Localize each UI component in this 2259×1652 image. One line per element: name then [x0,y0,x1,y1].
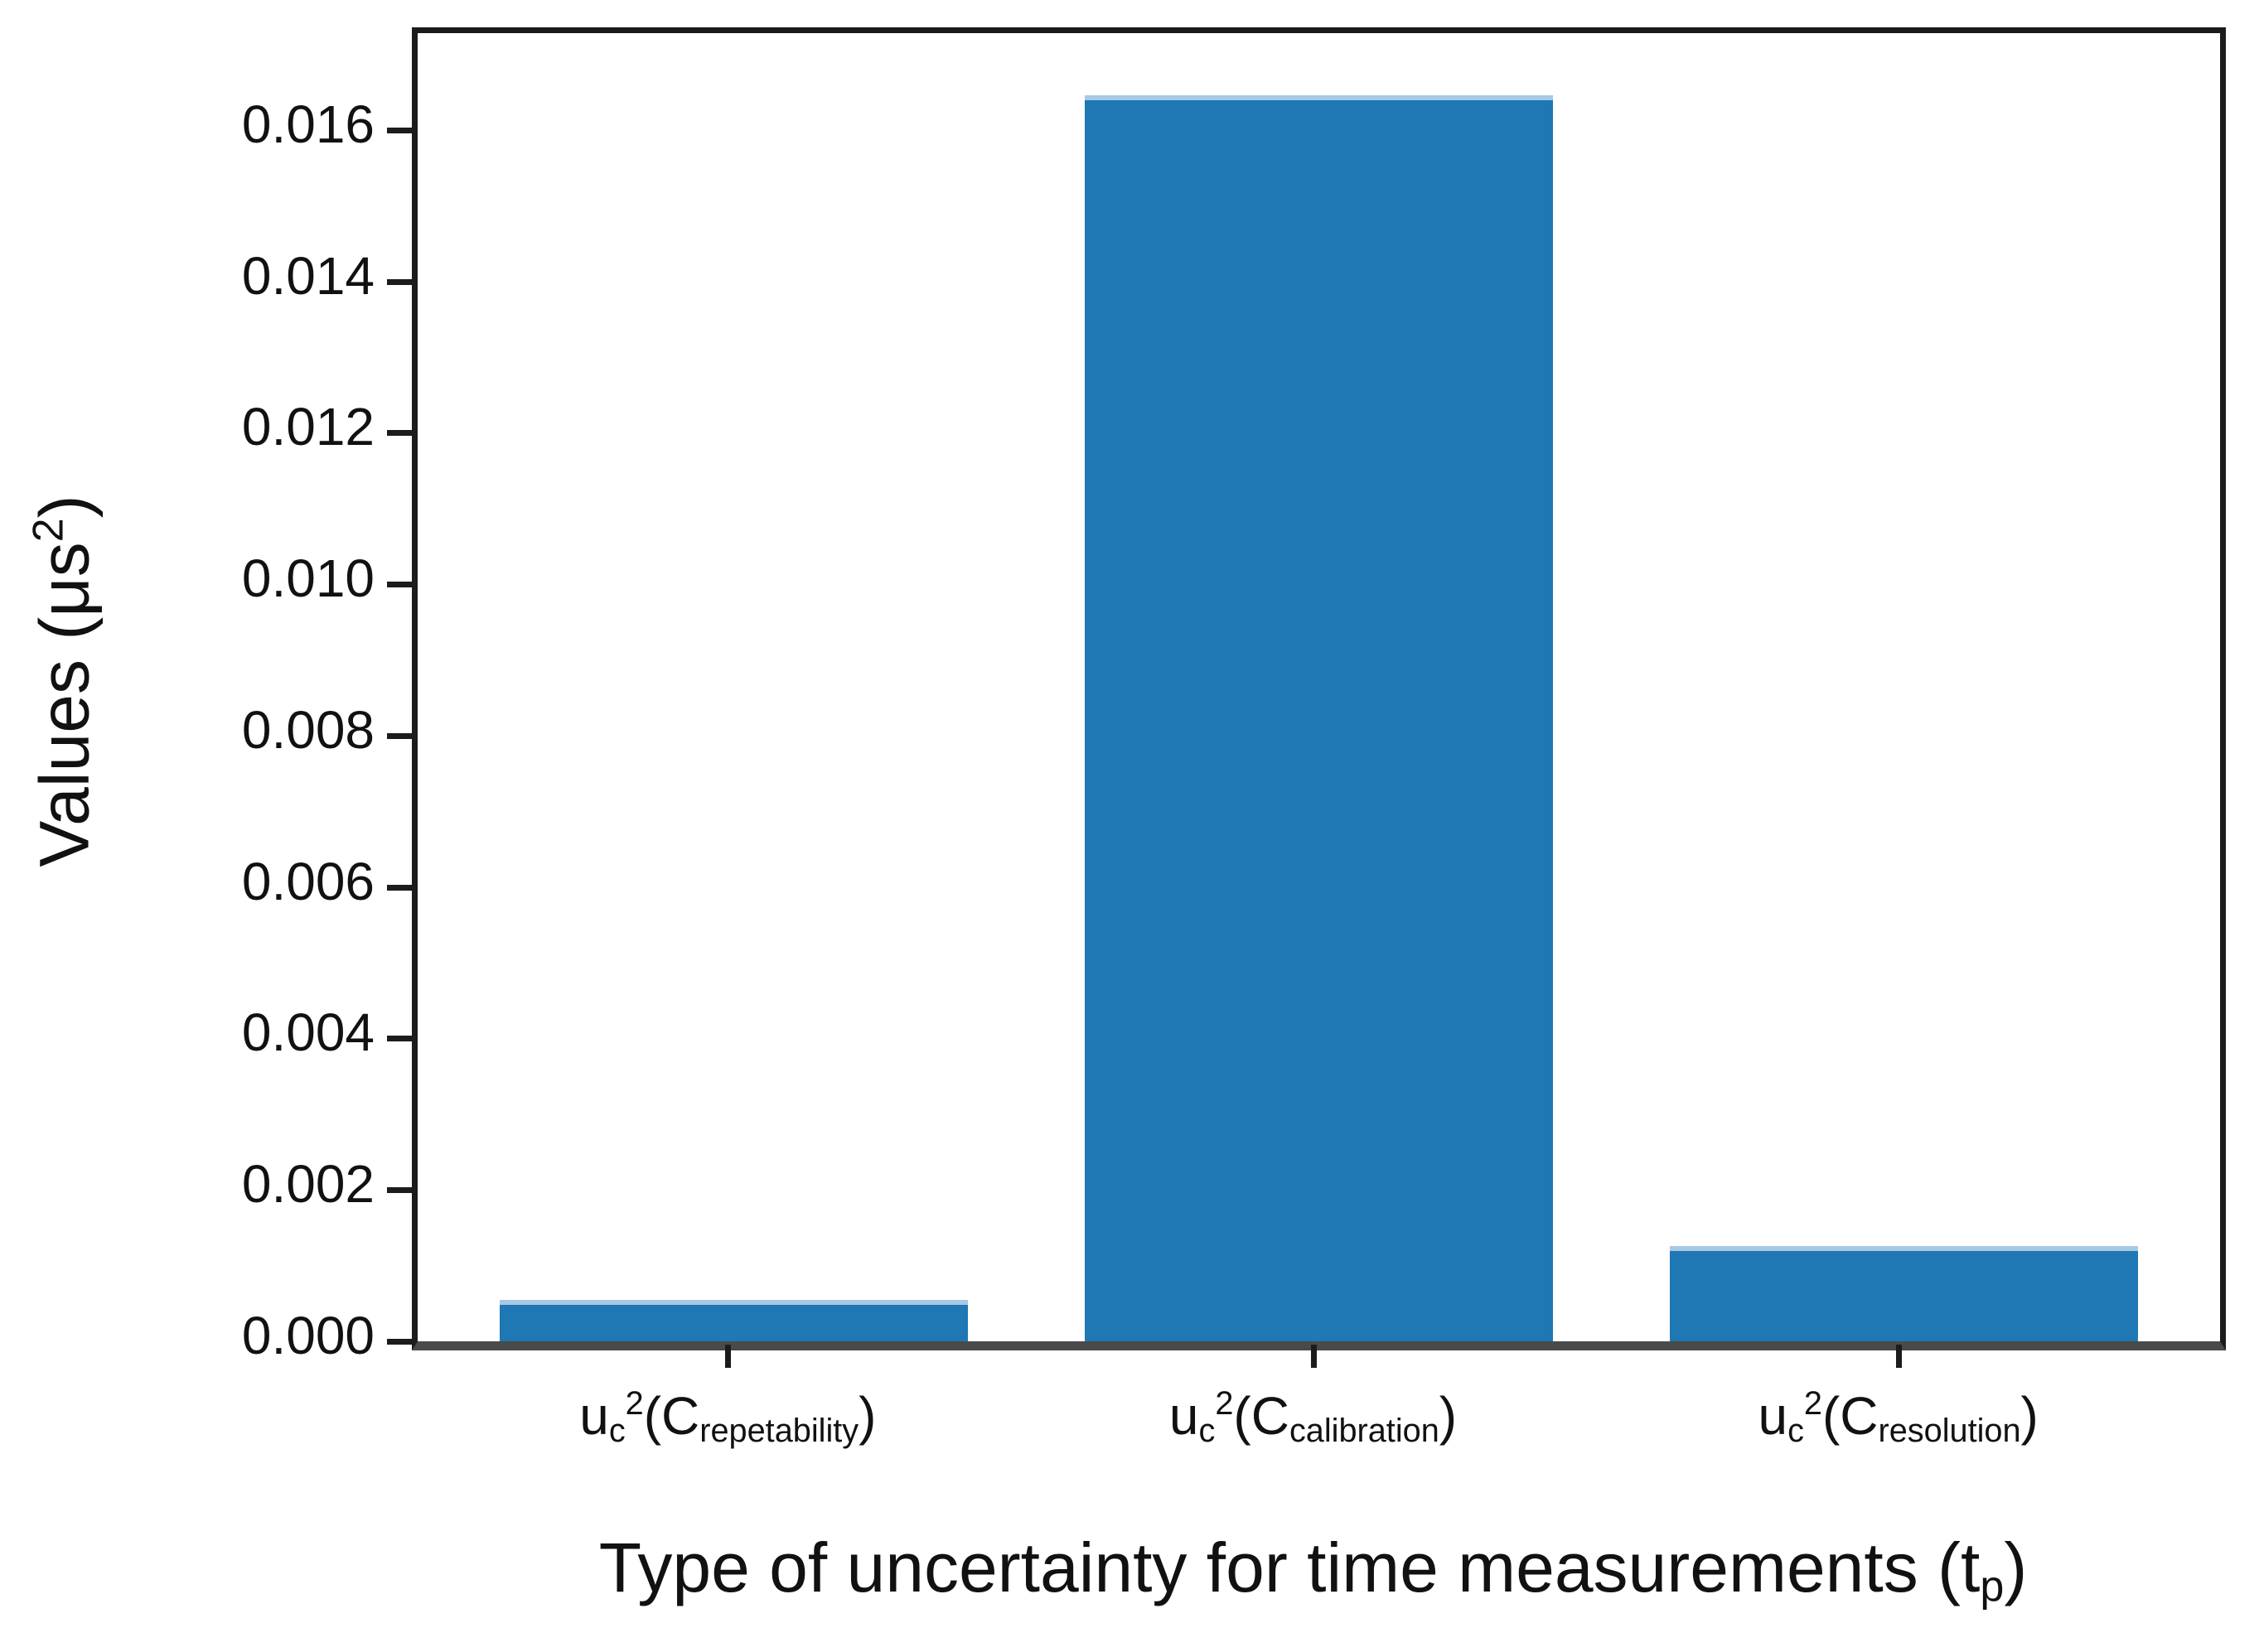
y-tick-label: 0.000 [241,1306,375,1365]
y-axis-title-close: ) [25,495,104,519]
y-tick-mark [387,1339,412,1345]
y-tick-mark [387,430,412,437]
y-tick-mark [387,278,412,285]
x-axis-title: Type of uncertainty for time measurement… [412,1528,2214,1611]
y-tick-mark [387,1036,412,1042]
x-axis-title-close: ) [2004,1529,2028,1606]
y-tick-label: 0.010 [241,548,375,609]
bar-resolution [1670,1245,2139,1341]
x-tick-label-resolution: uc2(Cresolution) [1758,1385,2039,1449]
y-tick-label: 0.004 [241,1002,375,1063]
category-variable-subscript: c [1198,1412,1216,1449]
category-variable-superscript: 2 [1803,1385,1822,1423]
category-argument-open: (C [1821,1386,1879,1446]
y-tick-label: 0.008 [241,699,375,760]
category-variable-superscript: 2 [1215,1385,1234,1423]
category-argument-subscript: resolution [1878,1412,2021,1449]
category-variable: u [1168,1386,1199,1446]
plot-area [387,27,2226,1350]
y-tick-label: 0.014 [241,245,375,306]
category-argument-close: ) [859,1386,877,1446]
y-tick-label: 0.006 [241,851,375,911]
y-tick-mark [387,884,412,891]
y-tick-mark [387,732,412,739]
category-variable: u [1758,1386,1788,1446]
category-argument-open: (C [1233,1386,1289,1446]
bar-repetability [499,1299,968,1341]
y-tick-mark [387,1187,412,1194]
y-tick-mark [387,127,412,133]
category-variable-subscript: c [1787,1412,1804,1449]
x-axis-title-text: Type of uncertainty for time measurement… [598,1529,1981,1606]
x-axis-title-subscript: p [1980,1563,2005,1611]
category-argument-close: ) [1439,1386,1458,1446]
y-tick-mark [387,582,412,588]
category-argument-close: ) [2020,1386,2039,1446]
bar-calibration [1085,94,1553,1341]
category-argument-subscript: calibration [1289,1412,1439,1449]
category-argument-open: (C [643,1386,700,1446]
y-tick-label: 0.016 [241,94,375,154]
category-variable-subscript: c [608,1412,626,1449]
category-variable: u [579,1386,609,1446]
category-argument-subscript: repetability [699,1412,859,1449]
x-tick-label-calibration: uc2(Ccalibration) [1168,1385,1458,1449]
y-tick-label: 0.012 [241,397,375,457]
y-axis-title-superscript: 2 [24,518,73,543]
y-tick-label: 0.002 [241,1154,375,1215]
x-tick-mark [725,1345,732,1368]
x-tick-mark [1895,1345,1902,1368]
category-variable-superscript: 2 [625,1385,644,1423]
x-tick-label-repetability: uc2(Crepetability) [579,1385,877,1449]
x-tick-mark [1310,1345,1317,1368]
